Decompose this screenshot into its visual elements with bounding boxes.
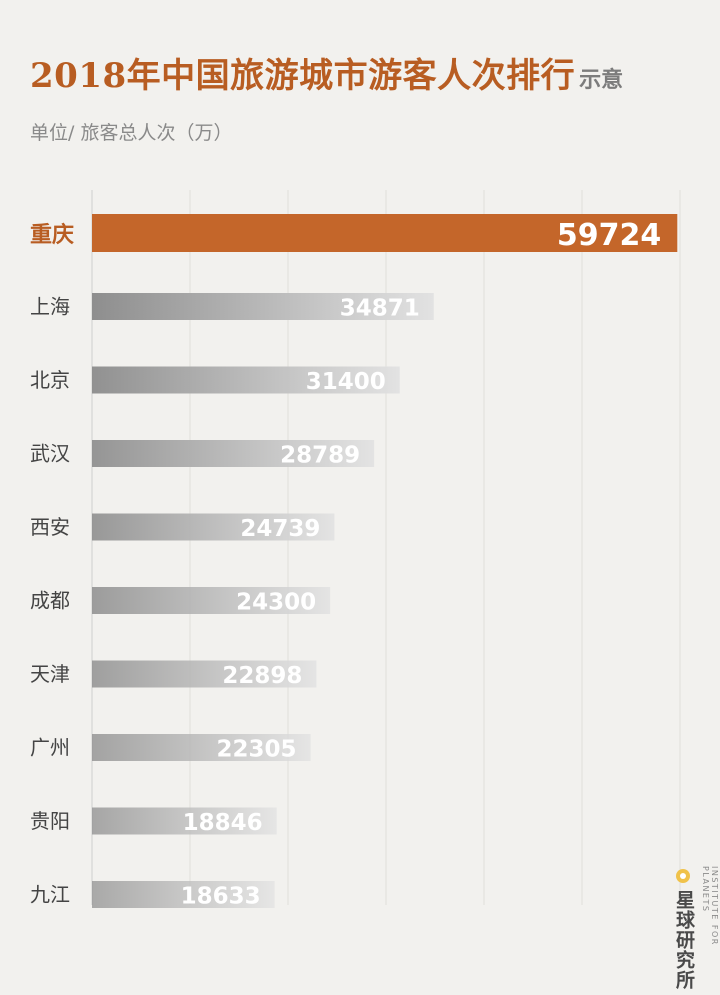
bar-value-label: 31400 <box>306 369 386 395</box>
bar-value-label: 34871 <box>340 296 420 322</box>
bar <box>92 660 317 688</box>
bar <box>92 734 311 761</box>
category-label: 西安 <box>30 515 70 539</box>
category-label: 上海 <box>30 295 70 319</box>
brand-name: 星球研究所 <box>673 890 695 990</box>
bar-value-label: 22898 <box>222 663 302 689</box>
brand-name-en: INSTITUTE FOR PLANETS <box>701 866 719 946</box>
bar-value-label: 59724 <box>557 218 661 253</box>
category-label: 九江 <box>30 883 70 907</box>
category-label: 广州 <box>30 736 70 760</box>
chart-title-suffix: 示意 <box>579 68 624 93</box>
bar-value-label: 18633 <box>181 884 261 910</box>
category-label: 武汉 <box>30 442 70 466</box>
category-label: 成都 <box>30 589 70 613</box>
bar <box>92 513 335 541</box>
bar-highlight <box>92 214 678 252</box>
bar <box>92 881 275 908</box>
bar <box>92 587 331 614</box>
category-label: 贵阳 <box>30 809 70 833</box>
category-label: 天津 <box>30 662 70 686</box>
chart-title: 2018年中国旅游城市游客人次排行 <box>30 56 576 96</box>
bar <box>92 440 375 467</box>
bar-value-label: 24739 <box>240 516 320 542</box>
chart-unit-label: 单位/ 旅客总人次（万） <box>30 122 233 144</box>
brand-logo: 星球研究所 INSTITUTE FOR PLANETS <box>672 866 720 995</box>
bar-value-label: 22305 <box>217 737 297 763</box>
bar <box>92 807 277 835</box>
bar-value-label: 28789 <box>280 443 360 469</box>
category-label: 重庆 <box>30 222 74 248</box>
category-label: 北京 <box>30 368 70 392</box>
bar-value-label: 18846 <box>183 810 263 836</box>
brand-dot-icon <box>676 869 690 883</box>
chart-title-row: 2018年中国旅游城市游客人次排行 示意 <box>30 48 623 97</box>
bar-value-label: 24300 <box>236 590 316 616</box>
bar <box>92 366 400 394</box>
bar <box>92 293 434 320</box>
